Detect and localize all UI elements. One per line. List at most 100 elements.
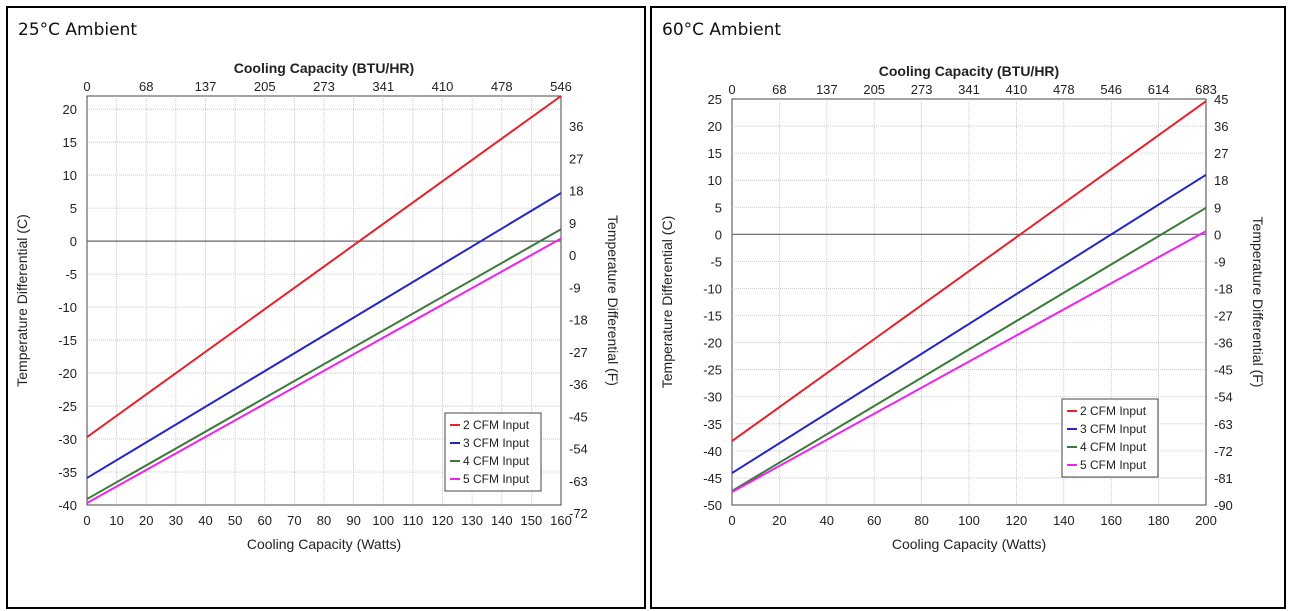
x-tick-label: 20 (772, 513, 786, 528)
y2-tick-label: 27 (569, 151, 583, 166)
legend-label: 3 CFM Input (463, 436, 530, 450)
x-tick-label: 140 (491, 513, 513, 528)
x-tick-label: 30 (169, 513, 183, 528)
x2-tick-label: 137 (816, 82, 838, 97)
series-line (86, 228, 562, 500)
y-tick-label: 5 (715, 200, 722, 215)
x-tick-label: 80 (317, 513, 331, 528)
x-tick-label: 160 (1100, 513, 1122, 528)
y-tick-label: -30 (58, 432, 77, 447)
y-tick-label: -5 (65, 267, 77, 282)
panel-title: 60°C Ambient (662, 20, 782, 40)
x-tick-label: 40 (820, 513, 834, 528)
x-tick-label: 160 (550, 513, 572, 528)
y2-tick-label: 45 (1214, 92, 1228, 107)
y2-tick-label: -45 (1214, 363, 1233, 378)
x2-tick-label: 410 (1006, 82, 1028, 97)
y-tick-label: -40 (58, 498, 77, 513)
series-line (731, 230, 1207, 493)
y2-tick-label: 18 (1214, 173, 1228, 188)
legend-box (1061, 398, 1159, 478)
x-axis-title: Cooling Capacity (Watts) (892, 536, 1046, 552)
x-tick-label: 150 (521, 513, 543, 528)
y-tick-label: -10 (703, 281, 722, 296)
x2-tick-label: 205 (254, 79, 276, 94)
chart-panel-25c: 25°C Ambient 0 10 20 30 40 50 60 70 80 90 100 110 12… (6, 6, 646, 609)
x-tick-label: 180 (1148, 513, 1170, 528)
x-tick-label: 100 (372, 513, 394, 528)
y-tick-label: -25 (703, 363, 722, 378)
x2-tick-label: 68 (139, 79, 153, 94)
x2-tick-label: 273 (313, 79, 335, 94)
y-tick-label: -35 (703, 417, 722, 432)
x-tick-label: 10 (109, 513, 123, 528)
y-tick-label: -15 (58, 333, 77, 348)
x-tick-label: 60 (867, 513, 881, 528)
x2-tick-label: 410 (432, 79, 454, 94)
y2-axis-title: Temperature Differential (F) (1250, 217, 1266, 388)
y2-tick-label: -72 (1214, 444, 1233, 459)
x2-tick-label: 137 (195, 79, 217, 94)
x2-tick-label: 546 (550, 79, 572, 94)
x-tick-label: 130 (461, 513, 483, 528)
y-tick-label: -20 (703, 336, 722, 351)
x2-tick-label: 546 (1100, 82, 1122, 97)
x-tick-label: 70 (287, 513, 301, 528)
x2-tick-label: 478 (1053, 82, 1075, 97)
x-tick-label: 90 (346, 513, 360, 528)
x2-tick-label: 614 (1148, 82, 1170, 97)
y2-tick-label: -9 (1214, 254, 1226, 269)
x-tick-label: 80 (914, 513, 928, 528)
x2-axis-title: Cooling Capacity (BTU/HR) (879, 63, 1059, 79)
x2-tick-label: 273 (911, 82, 933, 97)
chart-panel-60c: 60°C Ambient 0 20 40 60 80 100 120 140 160 180 200… (650, 6, 1286, 609)
y-tick-label: 0 (715, 227, 722, 242)
series-line (731, 173, 1207, 474)
legend-label: 2 CFM Input (463, 418, 530, 432)
x2-tick-label: 205 (863, 82, 885, 97)
chart-60c-ambient: 0 20 40 60 80 100 120 140 160 180 200-50-45-40-35-… (659, 63, 1266, 552)
x2-tick-label: 683 (1195, 82, 1217, 97)
y-tick-label: 25 (708, 92, 722, 107)
x2-tick-label: 478 (491, 79, 513, 94)
x2-tick-label: 0 (83, 79, 90, 94)
y2-tick-label: -45 (569, 409, 588, 424)
y2-tick-label: -72 (569, 506, 588, 521)
y-tick-label: 20 (708, 119, 722, 134)
y2-tick-label: -54 (1214, 390, 1233, 405)
series-line (86, 95, 562, 438)
y2-tick-label: -27 (1214, 309, 1233, 324)
x-tick-label: 0 (83, 513, 90, 528)
y-tick-label: -35 (58, 465, 77, 480)
x-tick-label: 0 (728, 513, 735, 528)
chart-25c-ambient: 0 10 20 30 40 50 60 70 80 90 100 110 120 130 140 150 160… (14, 60, 621, 552)
series-line (86, 237, 562, 504)
y-tick-label: -50 (703, 498, 722, 513)
legend-label: 5 CFM Input (463, 472, 530, 486)
y-tick-label: -45 (703, 471, 722, 486)
legend-label: 3 CFM Input (1080, 422, 1147, 436)
y2-tick-label: 36 (1214, 119, 1228, 134)
panel-title: 25°C Ambient (18, 20, 138, 40)
y2-axis-title: Temperature Differential (F) (605, 215, 621, 386)
y2-tick-label: -90 (1214, 498, 1233, 513)
y-tick-label: -5 (710, 254, 722, 269)
y-tick-label: -20 (58, 366, 77, 381)
y2-tick-label: -18 (569, 313, 588, 328)
x-tick-label: 120 (432, 513, 454, 528)
legend-box (444, 412, 542, 492)
series-line (731, 206, 1207, 492)
y2-tick-label: 9 (569, 216, 576, 231)
y2-tick-label: 27 (1214, 146, 1228, 161)
y2-tick-label: 0 (569, 248, 576, 263)
y2-tick-label: 36 (569, 119, 583, 134)
y2-tick-label: -54 (569, 442, 588, 457)
y-tick-label: 15 (708, 146, 722, 161)
x-tick-label: 120 (1006, 513, 1028, 528)
y-tick-label: 10 (708, 173, 722, 188)
y2-tick-label: -36 (569, 377, 588, 392)
x2-axis-title: Cooling Capacity (BTU/HR) (234, 60, 414, 76)
y-tick-label: -40 (703, 444, 722, 459)
y2-tick-label: 18 (569, 184, 583, 199)
legend-label: 2 CFM Input (1080, 404, 1147, 418)
